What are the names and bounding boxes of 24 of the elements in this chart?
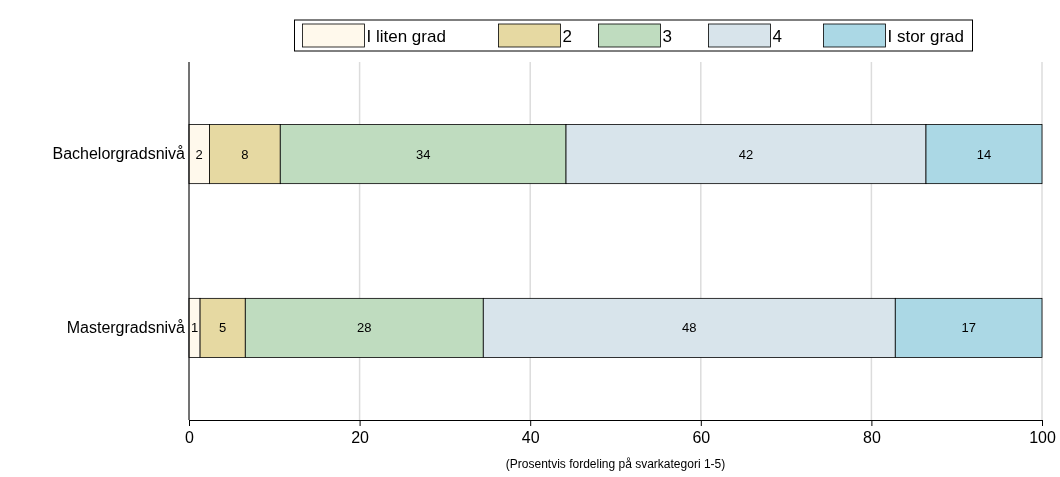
data-label: 17 — [961, 320, 976, 336]
data-label: 8 — [241, 146, 249, 162]
x-tick-label: 20 — [351, 429, 370, 447]
data-label: 28 — [357, 320, 372, 336]
data-label: 1 — [190, 320, 199, 336]
legend-label: 3 — [662, 26, 672, 46]
data-label: 48 — [682, 320, 697, 336]
x-tick-label: 60 — [692, 429, 711, 447]
legend-label: 4 — [772, 26, 782, 46]
x-tick-label: 80 — [863, 429, 881, 447]
data-label: 34 — [415, 146, 431, 162]
x-tick-label: 100 — [1029, 429, 1056, 447]
data-label: 14 — [976, 146, 992, 162]
x-tick-label: 0 — [185, 429, 195, 447]
legend-label: 2 — [562, 26, 572, 46]
y-tick-label: Mastergradsnivå — [66, 319, 186, 337]
x-tick-label: 40 — [521, 429, 540, 447]
x-axis-title: (Prosentvis fordeling på svarkategori 1-5) — [505, 457, 726, 471]
legend-label: I liten grad — [366, 26, 446, 46]
y-tick-label: Bachelorgradsnivå — [52, 145, 186, 163]
data-label: 2 — [195, 146, 203, 162]
data-label: 42 — [738, 146, 754, 162]
legend-label: I stor grad — [887, 26, 965, 46]
data-label: 5 — [219, 320, 227, 336]
